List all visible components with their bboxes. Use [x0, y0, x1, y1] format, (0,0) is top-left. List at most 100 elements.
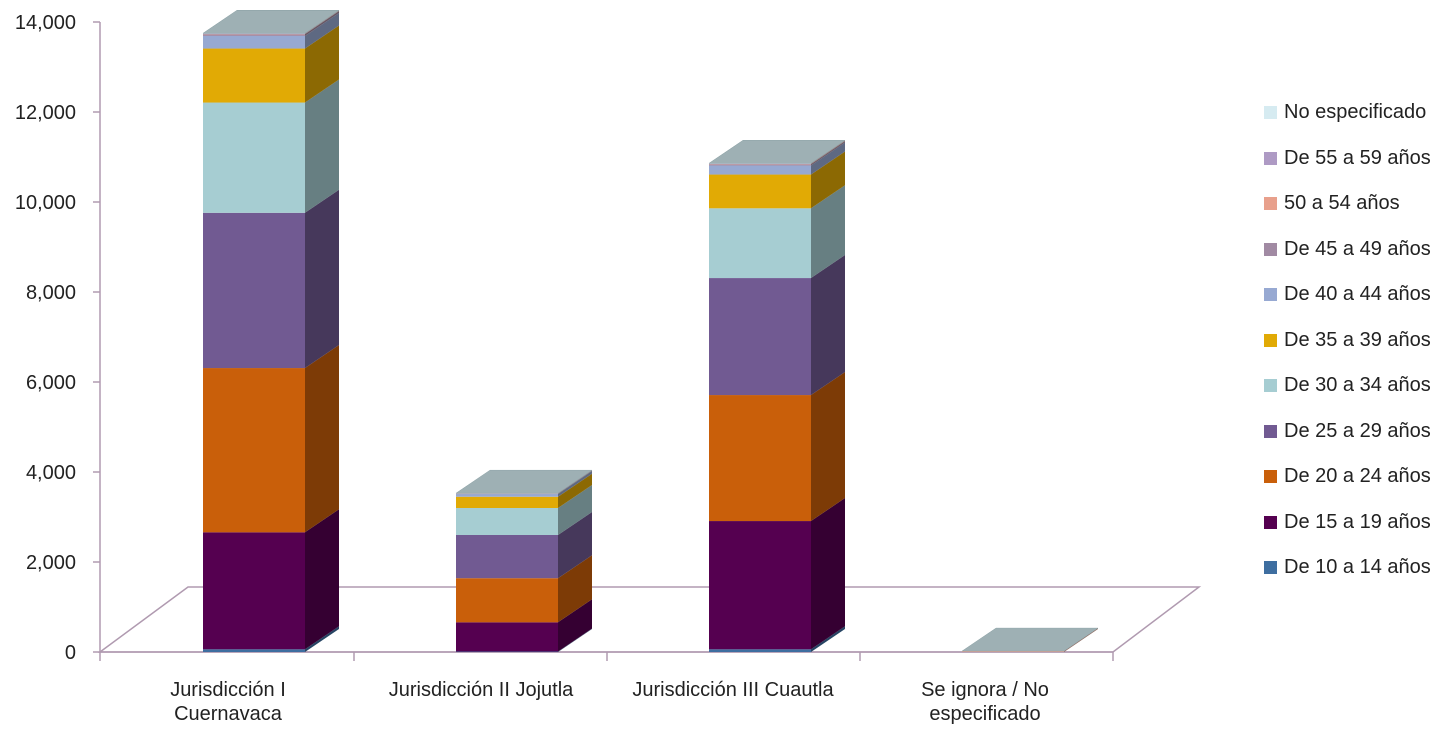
bar-segment	[203, 25, 339, 103]
bar-side	[305, 11, 339, 36]
bar-side	[811, 626, 845, 652]
bar-stack	[202, 10, 340, 652]
bar-face	[962, 651, 1064, 652]
legend-swatch	[1264, 151, 1277, 165]
bar-top	[961, 627, 1099, 652]
legend-swatch	[1264, 424, 1277, 438]
bar-stack	[455, 469, 593, 653]
bar-top	[455, 469, 593, 494]
bar-face	[203, 34, 305, 36]
legend-swatch	[1264, 515, 1277, 529]
legend-swatch	[1264, 470, 1277, 484]
x-category-label: Jurisdicción II Jojutla	[389, 679, 574, 701]
bar-side	[305, 345, 339, 533]
bar-face	[709, 165, 811, 175]
bar-face	[203, 48, 305, 103]
bar-segment	[203, 79, 339, 213]
legend-label: De 15 a 19 años	[1284, 510, 1431, 533]
bar-segment	[709, 626, 845, 652]
bar-segment	[456, 485, 592, 535]
legend-swatch	[1264, 288, 1277, 302]
bar-side	[558, 470, 592, 495]
y-tick-label: 6,000	[26, 372, 76, 394]
bar-side	[558, 628, 592, 652]
bar-face	[203, 102, 305, 213]
bar-face	[203, 649, 305, 652]
bar-segment	[456, 473, 592, 508]
bar-segment	[709, 255, 845, 396]
bar-segment	[456, 628, 592, 653]
legend-swatch	[1264, 379, 1277, 393]
y-tick-label: 10,000	[15, 192, 76, 214]
legend-label: De 45 a 49 años	[1284, 237, 1431, 260]
legend-label: De 35 a 39 años	[1284, 328, 1431, 351]
bar-segment	[709, 141, 845, 166]
chart-legend: No especificado De 55 a 59 años 50 a 54 añ…	[1264, 90, 1446, 591]
legend-swatch	[1264, 561, 1277, 575]
bar-top	[708, 140, 846, 164]
bar-side	[558, 473, 592, 508]
legend-item: No especificado	[1264, 90, 1446, 136]
bar-segment	[456, 512, 592, 579]
bar-segment	[203, 12, 339, 49]
y-tick-label: 0	[65, 642, 76, 664]
bar-side	[558, 599, 592, 652]
bar-segment	[709, 142, 845, 175]
legend-item: De 20 a 24 años	[1264, 454, 1446, 500]
bar-side	[811, 142, 845, 175]
bar-face	[203, 35, 305, 49]
bar-side	[811, 498, 845, 650]
bar-top	[202, 10, 340, 34]
legend-label: De 10 a 14 años	[1284, 556, 1431, 579]
bar-side	[811, 141, 845, 166]
bar-side	[811, 255, 845, 396]
bar-face	[456, 535, 558, 579]
bar-face	[203, 532, 305, 650]
legend-label: De 30 a 34 años	[1284, 374, 1431, 397]
legend-swatch	[1264, 242, 1277, 256]
bar-face	[709, 208, 811, 279]
legend-item: De 10 a 14 años	[1264, 545, 1446, 591]
legend-item: De 35 a 39 años	[1264, 318, 1446, 364]
bar-side	[305, 25, 339, 103]
bar-segment	[203, 11, 339, 36]
y-tick-label: 14,000	[15, 12, 76, 34]
bar-face	[456, 494, 558, 497]
bar-side	[811, 140, 845, 165]
bar-stack	[708, 140, 846, 652]
bar-segment	[709, 498, 845, 650]
bar-side	[305, 10, 339, 35]
bar-segment	[456, 599, 592, 652]
legend-swatch	[1264, 106, 1277, 120]
chart-bars	[202, 10, 1099, 653]
bar-face	[456, 651, 558, 653]
bar-side	[811, 372, 845, 522]
y-tick-label: 4,000	[26, 462, 76, 484]
bar-side	[305, 626, 339, 652]
legend-item: De 45 a 49 años	[1264, 227, 1446, 273]
bar-face	[456, 496, 558, 508]
bar-stack	[961, 627, 1099, 652]
legend-item: De 40 a 44 años	[1264, 272, 1446, 318]
legend-label: 50 a 54 años	[1284, 192, 1400, 215]
legend-item: De 25 a 29 años	[1264, 409, 1446, 455]
legend-label: De 55 a 59 años	[1284, 146, 1431, 169]
bar-side	[811, 151, 845, 209]
bar-segment	[709, 185, 845, 279]
bar-side	[305, 12, 339, 49]
legend-item: De 15 a 19 años	[1264, 500, 1446, 546]
bar-side	[558, 485, 592, 535]
bar-face	[203, 368, 305, 533]
legend-label: De 40 a 44 años	[1284, 283, 1431, 306]
bar-segment	[203, 509, 339, 650]
bar-side	[305, 189, 339, 369]
y-tick-label: 12,000	[15, 102, 76, 124]
bar-face	[709, 278, 811, 396]
bar-face	[203, 212, 305, 369]
x-category-label: Jurisdicción III Cuautla	[632, 679, 834, 701]
bar-segment	[709, 372, 845, 522]
legend-label: De 25 a 29 años	[1284, 419, 1431, 442]
legend-label: De 20 a 24 años	[1284, 465, 1431, 488]
legend-swatch	[1264, 333, 1277, 347]
